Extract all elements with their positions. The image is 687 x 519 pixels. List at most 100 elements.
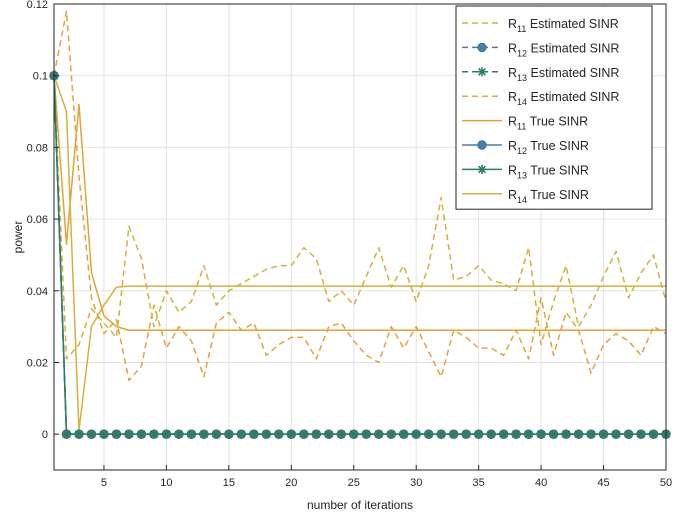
- legend-label-8: R14 True SINR: [508, 188, 589, 205]
- series-7-point-stroke: [612, 430, 620, 439]
- series-7-point: [636, 429, 646, 439]
- series-7-point-stroke: [499, 430, 508, 439]
- legend-label-1: R11 Estimated SINR: [508, 17, 619, 34]
- series-7-point: [599, 429, 609, 439]
- legend-marker-6: [477, 140, 487, 150]
- series-7-point-stroke: [224, 430, 233, 439]
- series-7-point: [174, 429, 184, 439]
- series-7-point: [274, 429, 284, 439]
- series-7-point: [249, 429, 259, 439]
- series-7-point-stroke: [624, 430, 633, 439]
- legend-label-4: R14 Estimated SINR: [508, 90, 619, 107]
- series-7-point-stroke: [462, 430, 471, 439]
- series-7-point-stroke: [399, 430, 408, 439]
- series-line-1: [53, 10, 667, 382]
- series-7-point: [424, 429, 434, 439]
- series-7-point: [136, 429, 146, 439]
- x-tick-label: 25: [348, 477, 360, 489]
- series-7-point-stroke: [512, 430, 521, 439]
- series-7-point: [161, 429, 171, 439]
- series-7-point-stroke: [249, 430, 258, 439]
- series-7-point-stroke: [374, 430, 383, 439]
- series-7-point: [561, 429, 571, 439]
- series-7-point-stroke: [587, 430, 596, 439]
- series-7-point: [499, 429, 509, 439]
- series-7-point: [436, 429, 446, 439]
- legend-marker-3-stroke: [478, 67, 486, 76]
- legend-marker-2: [477, 42, 487, 53]
- series-7-point-stroke: [262, 430, 271, 439]
- series-7-point: [574, 429, 584, 439]
- series-7-point-stroke: [599, 430, 608, 439]
- series-7-point: [411, 429, 421, 439]
- series-7-point: [536, 429, 546, 439]
- series-7-point: [61, 429, 71, 439]
- series-7-point: [549, 429, 559, 439]
- series-7-point: [461, 429, 471, 439]
- series-7-point: [399, 429, 409, 439]
- series-7-point: [374, 429, 384, 439]
- series-7-point-stroke: [362, 430, 371, 439]
- series-7-point: [74, 429, 84, 439]
- series-7-point-stroke: [637, 430, 645, 439]
- x-tick-label: 30: [410, 477, 422, 489]
- y-tick-label: 0.12: [27, 0, 48, 11]
- y-tick-label: 0.02: [27, 357, 48, 369]
- x-tick-label: 20: [285, 477, 297, 489]
- y-tick-label: 0.06: [27, 214, 48, 226]
- series-7-point-stroke: [337, 430, 346, 439]
- series-7-point-stroke: [112, 430, 121, 439]
- series-7-point: [86, 429, 96, 439]
- series-7-point-stroke: [237, 430, 246, 439]
- series-7-point-stroke: [274, 430, 283, 439]
- series-7-point-stroke: [562, 430, 571, 439]
- series-line-5: [53, 75, 666, 331]
- legend-label-3: R13 Estimated SINR: [508, 66, 619, 83]
- series-7-point: [111, 429, 121, 439]
- series-7-point-stroke: [524, 430, 533, 439]
- series-7-point-stroke: [474, 430, 483, 439]
- series-line-4: [53, 75, 667, 360]
- series-7-point: [586, 429, 596, 439]
- series-7-point-stroke: [137, 430, 146, 439]
- series-7-point: [149, 429, 159, 439]
- series-7-point: [524, 429, 534, 439]
- series-7-point-stroke: [62, 430, 71, 439]
- x-tick-label: 45: [597, 477, 609, 489]
- series-7-point-stroke: [549, 430, 558, 439]
- series-7-point: [261, 429, 271, 439]
- series-7-point-stroke: [124, 430, 133, 439]
- series-7-point-stroke: [187, 430, 196, 439]
- series-line-8: [53, 75, 666, 432]
- axis-ticks: 5 10 15 20 25 30 35 40 45 50 0 0.02 0.04 0.06 0.08 0.1 0…: [27, 0, 673, 489]
- series-7-point: [449, 429, 459, 439]
- series-7-point-stroke: [649, 430, 658, 439]
- series-7-point-stroke: [424, 430, 433, 439]
- x-tick-label: 35: [473, 477, 485, 489]
- series-7-point: [199, 429, 209, 439]
- series-7-point: [99, 429, 109, 439]
- series-7-point: [186, 429, 196, 439]
- series-7-point-stroke: [487, 430, 496, 439]
- series-7-point-stroke: [537, 430, 546, 439]
- series-7-point: [299, 429, 309, 439]
- series-7-point: [649, 429, 659, 439]
- legend-marker-3: [477, 67, 487, 77]
- legend-marker-7-stroke: [478, 165, 486, 174]
- series-7-point: [286, 429, 296, 439]
- y-tick-label: 0.04: [27, 286, 48, 298]
- series-7-point: [124, 429, 134, 439]
- series-7-point: [486, 429, 496, 439]
- series-7-point: [624, 429, 634, 439]
- legend-label-7: R13 True SINR: [508, 163, 589, 180]
- series-7-point-stroke: [149, 430, 158, 439]
- x-tick-label: 50: [660, 477, 672, 489]
- series-7-point-stroke: [299, 430, 308, 439]
- series-7-point-stroke: [199, 430, 208, 439]
- series-7-point-stroke: [437, 430, 446, 439]
- y-tick-label: 0.08: [27, 142, 48, 154]
- series-7-point: [324, 429, 334, 439]
- y-tick-label: 0.1: [33, 71, 48, 83]
